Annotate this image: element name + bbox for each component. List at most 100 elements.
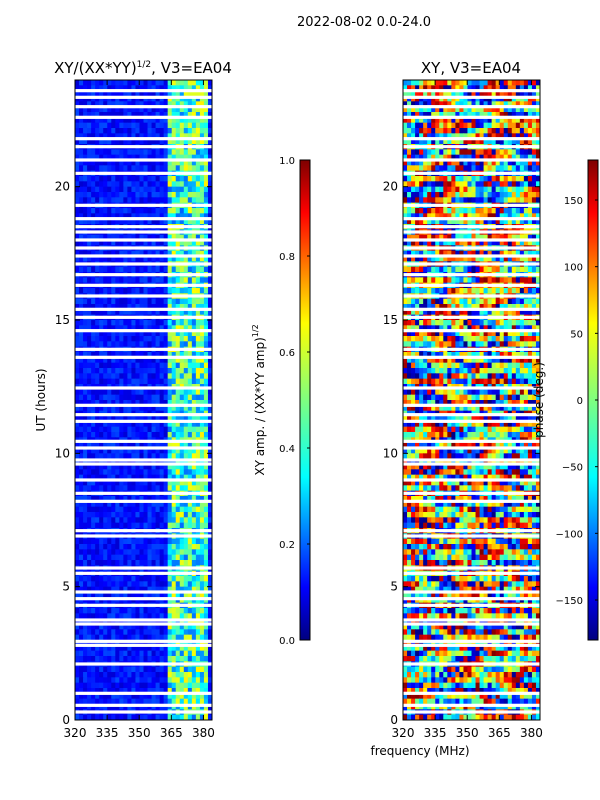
phase-cell bbox=[523, 149, 529, 156]
amplitude-cell bbox=[203, 400, 209, 406]
amplitude-cell bbox=[155, 320, 161, 326]
amplitude-cell bbox=[143, 362, 149, 369]
amplitude-cell bbox=[131, 592, 137, 598]
amplitude-cell bbox=[139, 309, 145, 316]
amplitude-cell bbox=[195, 133, 201, 140]
amplitude-cell bbox=[171, 714, 177, 720]
amplitude-cell bbox=[179, 186, 185, 193]
amplitude-cell bbox=[91, 80, 96, 86]
amplitude-cell bbox=[111, 309, 116, 316]
amplitude-cell bbox=[195, 240, 201, 246]
amplitude-cell bbox=[187, 341, 193, 348]
amplitude-cell bbox=[179, 485, 185, 492]
phase-cell bbox=[507, 186, 513, 193]
amplitude-cell bbox=[79, 85, 84, 92]
flagged-row bbox=[75, 246, 212, 250]
amplitude-cell bbox=[147, 90, 153, 97]
amplitude-cell bbox=[187, 250, 193, 257]
amplitude-cell bbox=[79, 357, 84, 364]
amplitude-cell bbox=[187, 165, 193, 172]
phase-cell bbox=[427, 112, 432, 118]
amplitude-cell bbox=[91, 368, 96, 374]
amplitude-cell bbox=[91, 613, 96, 620]
phase-cell bbox=[411, 90, 416, 97]
phase-cell bbox=[475, 176, 481, 182]
amplitude-cell bbox=[203, 608, 209, 614]
phase-cell bbox=[535, 96, 540, 102]
amplitude-cell bbox=[171, 645, 177, 652]
amplitude-cell bbox=[107, 234, 112, 241]
amplitude-cell bbox=[111, 336, 116, 342]
amplitude-cell bbox=[83, 618, 88, 625]
amplitude-cell bbox=[131, 650, 137, 657]
phase-cell bbox=[423, 117, 428, 124]
amplitude-cell bbox=[207, 192, 212, 198]
amplitude-cell bbox=[87, 181, 92, 188]
amplitude-cell bbox=[135, 378, 141, 385]
amplitude-cell bbox=[179, 464, 185, 470]
phase-cell bbox=[463, 176, 469, 182]
amplitude-cell bbox=[167, 634, 173, 641]
amplitude-cell bbox=[167, 554, 173, 561]
amplitude-cell bbox=[155, 448, 161, 454]
amplitude-cell bbox=[163, 469, 169, 476]
amplitude-cell bbox=[131, 240, 137, 246]
amplitude-cell bbox=[159, 576, 165, 582]
amplitude-cell bbox=[163, 85, 169, 92]
amplitude-cell bbox=[111, 138, 116, 145]
amplitude-cell bbox=[127, 320, 133, 326]
phase-cell bbox=[439, 106, 444, 113]
amplitude-cell bbox=[111, 592, 116, 598]
amplitude-cell bbox=[203, 592, 209, 598]
phase-cell bbox=[471, 106, 477, 113]
amplitude-cell bbox=[143, 208, 149, 214]
amplitude-cell bbox=[139, 368, 145, 374]
phase-cell bbox=[507, 133, 513, 140]
amplitude-cell bbox=[123, 218, 128, 225]
amplitude-cell bbox=[159, 341, 165, 348]
amplitude-cell bbox=[87, 400, 92, 406]
amplitude-cell bbox=[191, 597, 197, 604]
phase-cell bbox=[479, 186, 485, 193]
amplitude-cell bbox=[187, 154, 193, 161]
phase-cell bbox=[515, 128, 521, 134]
phase-cell bbox=[495, 112, 501, 118]
amplitude-cell bbox=[207, 448, 212, 454]
amplitude-cell bbox=[179, 538, 185, 545]
amplitude-cell bbox=[191, 469, 197, 476]
phase-cell bbox=[491, 106, 497, 113]
phase-cell bbox=[419, 128, 424, 134]
amplitude-cell bbox=[103, 618, 108, 625]
amplitude-cell bbox=[83, 405, 88, 412]
amplitude-cell bbox=[171, 256, 177, 262]
amplitude-cell bbox=[195, 549, 201, 556]
phase-cell bbox=[515, 149, 521, 156]
amplitude-cell bbox=[87, 592, 92, 598]
amplitude-cell bbox=[195, 480, 201, 486]
amplitude-cell bbox=[179, 576, 185, 582]
phase-cell bbox=[507, 117, 513, 124]
amplitude-cell bbox=[87, 186, 92, 193]
amplitude-cell bbox=[103, 112, 108, 118]
amplitude-cell bbox=[151, 218, 157, 225]
amplitude-cell bbox=[207, 464, 212, 470]
amplitude-cell bbox=[123, 101, 128, 108]
amplitude-cell bbox=[163, 240, 169, 246]
amplitude-cell bbox=[99, 149, 104, 156]
phase-cell bbox=[431, 85, 436, 92]
amplitude-cell bbox=[183, 149, 189, 156]
amplitude-cell bbox=[119, 304, 124, 310]
amplitude-cell bbox=[119, 250, 124, 257]
amplitude-cell bbox=[91, 117, 96, 124]
amplitude-cell bbox=[203, 517, 209, 524]
amplitude-ylabel: UT (hours) bbox=[34, 368, 48, 431]
amplitude-cell bbox=[95, 704, 100, 710]
phase-cell bbox=[519, 106, 525, 113]
amplitude-cell bbox=[123, 122, 128, 129]
phase-cell bbox=[515, 165, 521, 172]
amplitude-cell bbox=[163, 160, 169, 166]
amplitude-cell bbox=[159, 677, 165, 684]
phase-cell bbox=[467, 133, 473, 140]
flagged-row bbox=[75, 458, 212, 462]
amplitude-cell bbox=[79, 320, 84, 326]
